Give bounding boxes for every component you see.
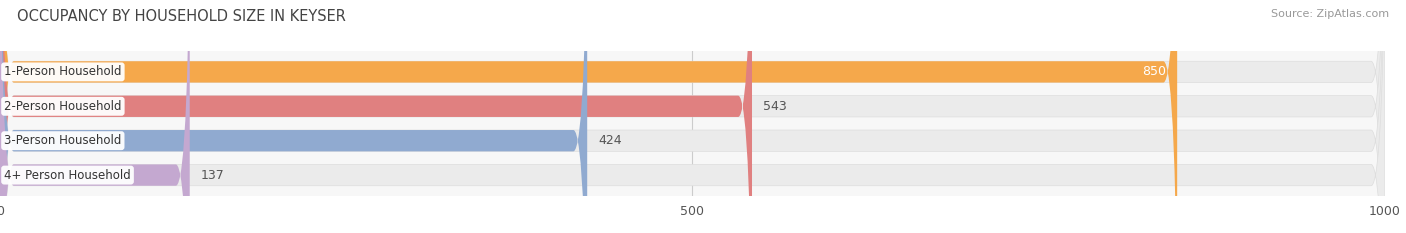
FancyBboxPatch shape (0, 0, 190, 233)
FancyBboxPatch shape (0, 0, 1177, 233)
Text: 543: 543 (763, 100, 787, 113)
FancyBboxPatch shape (0, 0, 752, 233)
Text: 424: 424 (599, 134, 621, 147)
Text: 2-Person Household: 2-Person Household (4, 100, 122, 113)
Text: 4+ Person Household: 4+ Person Household (4, 169, 131, 182)
Text: 137: 137 (201, 169, 225, 182)
Text: 1-Person Household: 1-Person Household (4, 65, 122, 78)
Text: 3-Person Household: 3-Person Household (4, 134, 121, 147)
Text: OCCUPANCY BY HOUSEHOLD SIZE IN KEYSER: OCCUPANCY BY HOUSEHOLD SIZE IN KEYSER (17, 9, 346, 24)
Text: Source: ZipAtlas.com: Source: ZipAtlas.com (1271, 9, 1389, 19)
FancyBboxPatch shape (0, 0, 588, 233)
Text: 850: 850 (1142, 65, 1166, 78)
